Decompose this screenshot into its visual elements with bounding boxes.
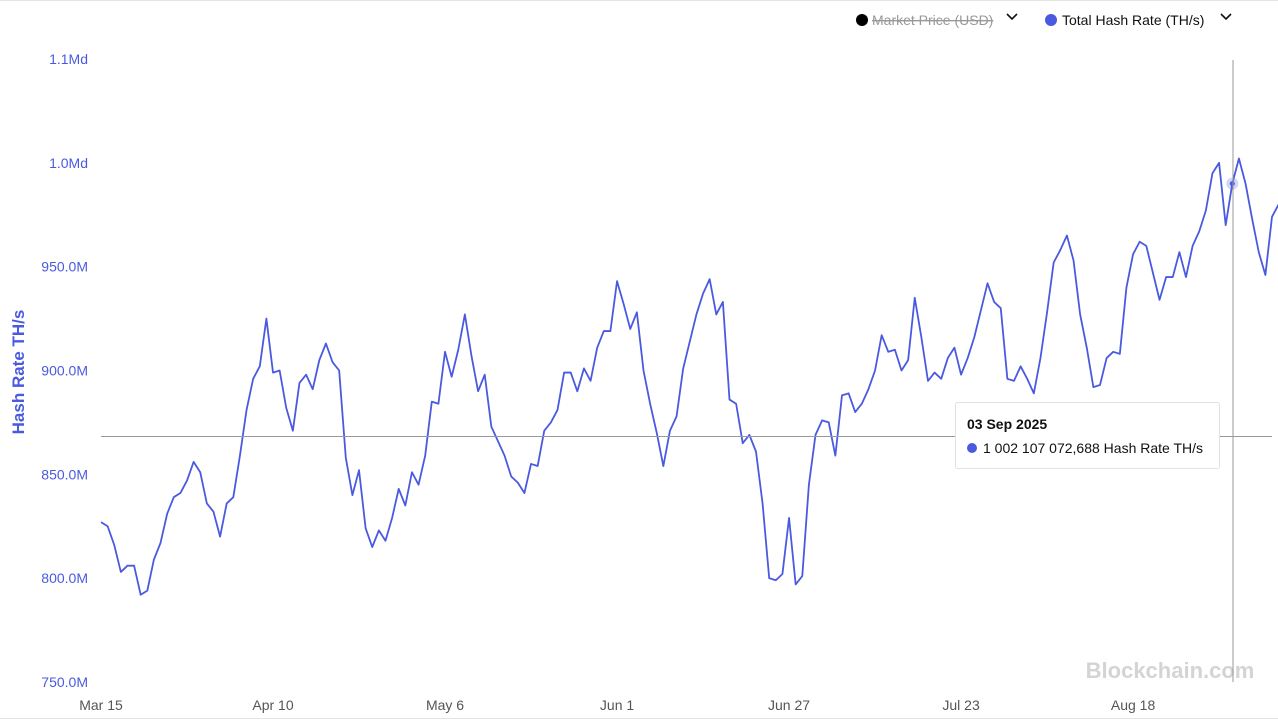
x-tick-label: Jun 1: [600, 697, 634, 713]
legend-marker: [1045, 14, 1057, 26]
x-tick-label: Mar 15: [79, 697, 123, 713]
y-tick-label: 1.1Md: [49, 51, 88, 67]
legend-marker: [856, 14, 868, 26]
tooltip-label: Hash Rate TH/s: [1104, 440, 1203, 456]
line-series: [100, 157, 1278, 596]
y-tick-label: 900.0M: [41, 363, 88, 379]
x-tick-label: Jun 27: [768, 697, 810, 713]
tooltip-value: 1 002 107 072,688 Hash Rate TH/s: [983, 440, 1203, 456]
legend-label[interactable]: Market Price (USD): [872, 12, 993, 28]
x-tick-label: Aug 18: [1111, 697, 1156, 713]
tooltip-marker: [967, 443, 977, 453]
y-tick-label: 950.0M: [41, 259, 88, 275]
plot-area: 750.0M 800.0M 850.0M 900.0M 950.0M 1.0Md 1.1Md…: [41, 51, 1278, 713]
y-tick-label: 800.0M: [41, 570, 88, 586]
y-tick-label: 1.0Md: [49, 155, 88, 171]
hover-point-core: [1229, 181, 1235, 187]
tooltip-box: [955, 402, 1220, 469]
tooltip: 03 Sep 2025 1 002 107 072,688 Hash Rate …: [955, 402, 1220, 469]
legend-label[interactable]: Total Hash Rate (TH/s): [1062, 12, 1204, 28]
legend-chevron[interactable]: [1220, 13, 1232, 21]
legend: Market Price (USD) Total Hash Rate (TH/s…: [856, 12, 1232, 28]
legend-chevron[interactable]: [1006, 13, 1018, 21]
tooltip-date: 03 Sep 2025: [967, 416, 1047, 432]
x-tick-label: May 6: [426, 697, 464, 713]
y-tick-label: 750.0M: [41, 674, 88, 690]
tooltip-number: 1 002 107 072,688: [983, 440, 1100, 456]
watermark: Blockchain.com: [1086, 658, 1255, 683]
y-axis-title: Hash Rate TH/s: [9, 310, 28, 435]
x-tick-label: Jul 23: [942, 697, 980, 713]
y-tick-label: 850.0M: [41, 466, 88, 482]
x-tick-label: Apr 10: [252, 697, 293, 713]
